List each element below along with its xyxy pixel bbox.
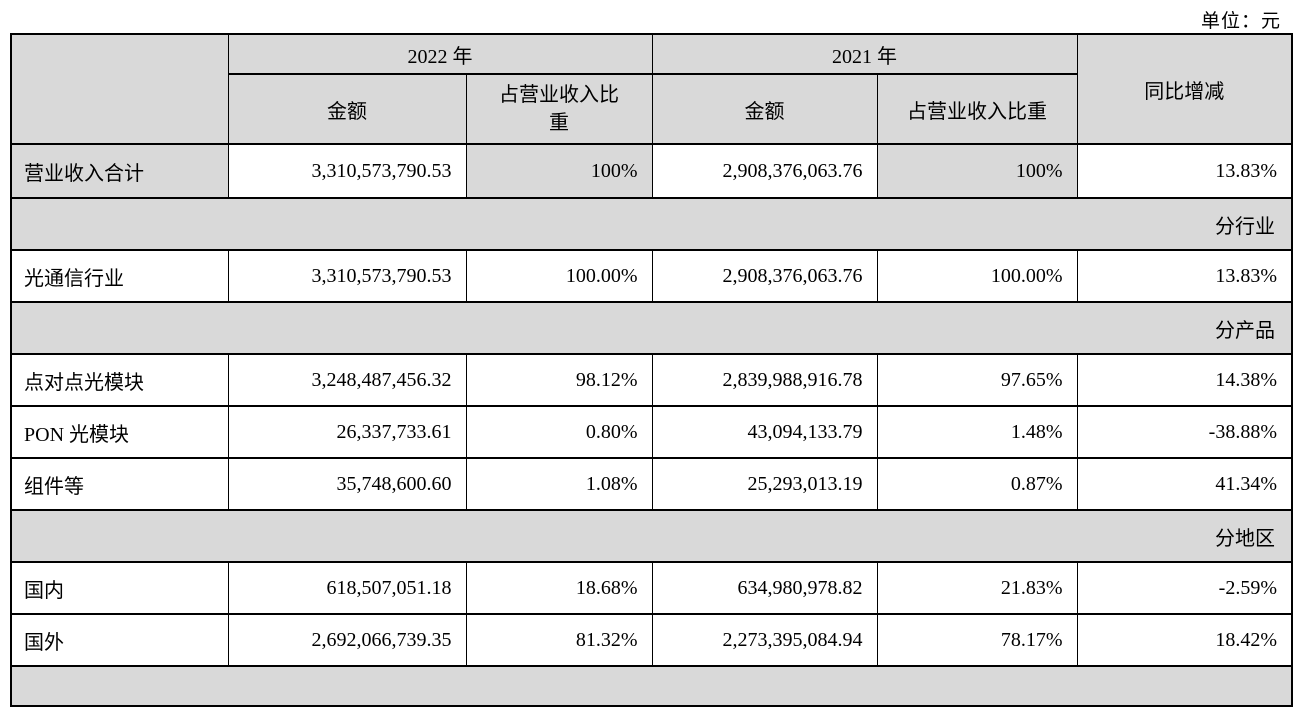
yoy-cell: 18.42% bbox=[1076, 613, 1293, 667]
section-label-cell: 分行业 bbox=[10, 197, 1293, 251]
unit-label: 单位：元 bbox=[1200, 11, 1281, 32]
header-row-years: 2022 年 2021 年 同比增减 bbox=[10, 33, 1293, 145]
table-row: PON 光模块 26,337,733.61 0.80% 43,094,133.7… bbox=[10, 405, 1293, 459]
ratio-2021-cell: 0.87% bbox=[876, 457, 1078, 511]
yoy-cell: 13.83% bbox=[1076, 249, 1293, 303]
header-ratio-2022: 占营业收入比重 bbox=[465, 73, 653, 145]
header-ratio-2022-label: 占营业收入比重 bbox=[499, 84, 619, 134]
ratio-2021-cell: 21.83% bbox=[876, 561, 1078, 615]
ratio-2022-cell: 18.68% bbox=[465, 561, 653, 615]
header-amount-2022: 金额 bbox=[227, 73, 467, 145]
header-ratio-2021: 占营业收入比重 bbox=[876, 73, 1078, 145]
amount-2021-cell: 2,908,376,063.76 bbox=[651, 249, 878, 303]
row-label-cell: PON 光模块 bbox=[10, 405, 229, 459]
yoy-cell: 41.34% bbox=[1076, 457, 1293, 511]
row-label-cell: 光通信行业 bbox=[10, 249, 229, 303]
ratio-2021-cell: 100% bbox=[876, 143, 1078, 199]
yoy-cell: -38.88% bbox=[1076, 405, 1293, 459]
ratio-2022-cell: 98.12% bbox=[465, 353, 653, 407]
amount-2021-cell: 25,293,013.19 bbox=[651, 457, 878, 511]
yoy-cell: 13.83% bbox=[1076, 143, 1293, 199]
section-row-product: 分产品 bbox=[10, 301, 1293, 355]
header-blank-cell bbox=[10, 33, 229, 145]
ratio-2021-cell: 100.00% bbox=[876, 249, 1078, 303]
row-label-cell: 点对点光模块 bbox=[10, 353, 229, 407]
header-yoy: 同比增减 bbox=[1076, 33, 1293, 145]
yoy-cell: -2.59% bbox=[1076, 561, 1293, 615]
amount-2022-cell: 618,507,051.18 bbox=[227, 561, 467, 615]
amount-2021-cell: 2,273,395,084.94 bbox=[651, 613, 878, 667]
amount-2021-cell: 2,908,376,063.76 bbox=[651, 143, 878, 199]
section-row-region: 分地区 bbox=[10, 509, 1293, 563]
amount-2021-cell: 634,980,978.82 bbox=[651, 561, 878, 615]
ratio-2022-cell: 0.80% bbox=[465, 405, 653, 459]
header-year-2021: 2021 年 bbox=[651, 33, 1078, 75]
row-label-cell: 国外 bbox=[10, 613, 229, 667]
ratio-2021-cell: 78.17% bbox=[876, 613, 1078, 667]
section-row-cutoff bbox=[10, 665, 1293, 707]
table-row-total: 营业收入合计 3,310,573,790.53 100% 2,908,376,0… bbox=[10, 143, 1293, 199]
amount-2022-cell: 26,337,733.61 bbox=[227, 405, 467, 459]
table-row: 组件等 35,748,600.60 1.08% 25,293,013.19 0.… bbox=[10, 457, 1293, 511]
section-label-cell: 分产品 bbox=[10, 301, 1293, 355]
amount-2021-cell: 43,094,133.79 bbox=[651, 405, 878, 459]
amount-2022-cell: 3,248,487,456.32 bbox=[227, 353, 467, 407]
section-label-cell: 分地区 bbox=[10, 509, 1293, 563]
ratio-2021-cell: 97.65% bbox=[876, 353, 1078, 407]
ratio-2022-cell: 81.32% bbox=[465, 613, 653, 667]
table-row: 国内 618,507,051.18 18.68% 634,980,978.82 … bbox=[10, 561, 1293, 615]
section-row-industry: 分行业 bbox=[10, 197, 1293, 251]
ratio-2021-cell: 1.48% bbox=[876, 405, 1078, 459]
yoy-cell: 14.38% bbox=[1076, 353, 1293, 407]
header-row-measures: 金额 占营业收入比重 金额 占营业收入比重 bbox=[11, 73, 1292, 145]
amount-2022-cell: 2,692,066,739.35 bbox=[227, 613, 467, 667]
row-label-cell: 国内 bbox=[10, 561, 229, 615]
header-year-2022: 2022 年 bbox=[227, 33, 653, 75]
table-row: 光通信行业 3,310,573,790.53 100.00% 2,908,376… bbox=[10, 249, 1293, 303]
row-label-cell: 营业收入合计 bbox=[10, 143, 229, 199]
header-amount-2021: 金额 bbox=[651, 73, 878, 145]
revenue-breakdown-table: 2022 年 2021 年 同比增减 金额 占营业收入比重 金额 占营业收入比重… bbox=[10, 33, 1293, 707]
amount-2022-cell: 35,748,600.60 bbox=[227, 457, 467, 511]
ratio-2022-cell: 100% bbox=[465, 143, 653, 199]
table-row: 点对点光模块 3,248,487,456.32 98.12% 2,839,988… bbox=[10, 353, 1293, 407]
amount-2022-cell: 3,310,573,790.53 bbox=[227, 249, 467, 303]
amount-2021-cell: 2,839,988,916.78 bbox=[651, 353, 878, 407]
ratio-2022-cell: 100.00% bbox=[465, 249, 653, 303]
cutoff-cell bbox=[10, 665, 1293, 707]
table-row: 国外 2,692,066,739.35 81.32% 2,273,395,084… bbox=[10, 613, 1293, 667]
amount-2022-cell: 3,310,573,790.53 bbox=[227, 143, 467, 199]
ratio-2022-cell: 1.08% bbox=[465, 457, 653, 511]
row-label-cell: 组件等 bbox=[10, 457, 229, 511]
